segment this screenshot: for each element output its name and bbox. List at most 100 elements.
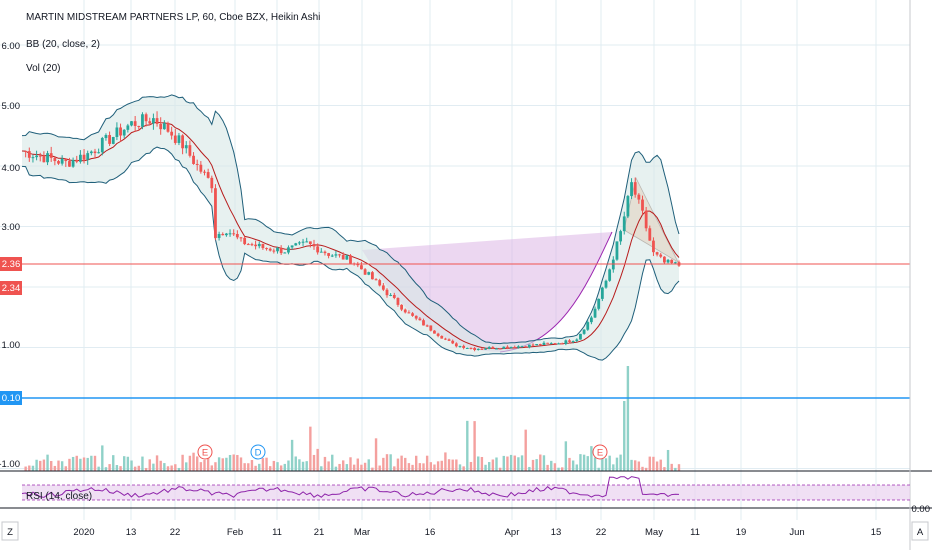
volume-bar bbox=[272, 460, 276, 471]
volume-bar bbox=[404, 457, 407, 471]
candle-body bbox=[560, 343, 564, 345]
candle-body bbox=[290, 245, 294, 248]
volume-bar bbox=[170, 465, 173, 471]
volume-bar bbox=[68, 458, 71, 471]
candle-body bbox=[97, 152, 101, 154]
candle-body bbox=[53, 157, 57, 162]
volume-bar bbox=[236, 454, 239, 471]
rsi-line bbox=[21, 476, 680, 498]
volume-bar bbox=[123, 456, 126, 471]
candle-body bbox=[316, 246, 320, 253]
candle-body bbox=[305, 241, 309, 243]
time-tick: 11 bbox=[272, 527, 282, 538]
price-axis[interactable]: 6.00 5.00 4.00 3.00 1.00 -1.00 2.36 2.34 0.10 0.0… bbox=[0, 41, 930, 515]
candle-body bbox=[195, 163, 199, 165]
candle-body bbox=[571, 340, 575, 342]
volume-bar bbox=[331, 454, 334, 471]
candle-body bbox=[166, 123, 170, 132]
candle-body bbox=[553, 343, 557, 345]
volume-bar bbox=[312, 454, 316, 471]
time-axis[interactable]: 2020 13 22 Feb 11 21 Mar 16 Apr 13 22 May 11 19 Jun 15 bbox=[73, 527, 881, 538]
candle-body bbox=[575, 339, 579, 341]
candle-body bbox=[484, 348, 487, 350]
candle-body bbox=[655, 252, 659, 255]
volume-bar bbox=[360, 464, 363, 471]
indicator-vol[interactable]: Vol (20) bbox=[26, 63, 60, 74]
candle-body bbox=[465, 347, 469, 349]
volume-bar bbox=[228, 454, 232, 471]
time-tick: 16 bbox=[425, 527, 436, 538]
volume-bar bbox=[203, 459, 206, 471]
time-tick: 21 bbox=[314, 527, 325, 538]
volume-bar bbox=[666, 449, 670, 471]
candle-body bbox=[604, 280, 608, 288]
volume-bar bbox=[64, 466, 67, 471]
volume-bar bbox=[670, 463, 673, 471]
event-marker-circle bbox=[197, 444, 213, 460]
candle-body bbox=[338, 254, 341, 256]
volume-bar bbox=[283, 463, 286, 471]
volume-bar bbox=[42, 459, 46, 471]
volume-bar bbox=[652, 456, 655, 471]
candle-body bbox=[323, 251, 327, 254]
volume-bar bbox=[433, 464, 436, 471]
candle-body bbox=[542, 342, 546, 345]
auto-scale-button[interactable]: A bbox=[911, 521, 929, 541]
candle-body bbox=[64, 158, 68, 162]
candle-body bbox=[122, 129, 126, 136]
volume-bar bbox=[53, 465, 57, 471]
candle-body bbox=[396, 297, 400, 305]
event-marker-label: E bbox=[597, 448, 603, 459]
bollinger-upper bbox=[21, 94, 680, 345]
volume-bar bbox=[626, 366, 630, 471]
candle-body bbox=[564, 340, 568, 345]
volume-bar bbox=[502, 455, 505, 471]
candle-body bbox=[137, 125, 141, 127]
candle-body bbox=[593, 308, 597, 318]
volume-bar bbox=[79, 458, 82, 471]
candle-body bbox=[597, 298, 601, 309]
volume-bar bbox=[338, 463, 341, 471]
volume-bar bbox=[119, 466, 122, 471]
zoom-button[interactable]: Z bbox=[1, 521, 19, 541]
candle-body bbox=[546, 342, 549, 344]
candle-body bbox=[24, 150, 28, 152]
volume-bar bbox=[363, 462, 367, 471]
candle-body bbox=[458, 345, 462, 347]
volume-bar bbox=[28, 465, 31, 471]
volume-bar bbox=[294, 456, 297, 471]
candle-body bbox=[454, 343, 458, 347]
volume-bar bbox=[323, 456, 327, 471]
volume-bar bbox=[152, 463, 155, 471]
volume-bar bbox=[637, 461, 641, 471]
rsi-axis-label: 0.00 bbox=[912, 504, 931, 515]
price-tick: 5.00 bbox=[2, 101, 21, 112]
time-tick: 13 bbox=[551, 527, 562, 538]
candle-body bbox=[254, 244, 257, 247]
candle-body bbox=[133, 121, 137, 126]
indicator-bb[interactable]: BB (20, close, 2) bbox=[26, 39, 100, 50]
bollinger-lower bbox=[21, 146, 680, 361]
candle-body bbox=[155, 118, 159, 124]
candle-body bbox=[659, 254, 663, 257]
volume-bar bbox=[488, 462, 491, 471]
volume-bar bbox=[196, 456, 199, 471]
volume-bar bbox=[564, 441, 568, 471]
volume-bar bbox=[210, 465, 213, 471]
volume-bar bbox=[334, 466, 338, 471]
candle-body bbox=[582, 329, 586, 334]
volume-bar bbox=[634, 460, 637, 471]
volume-bar bbox=[287, 460, 290, 471]
candle-body bbox=[89, 151, 93, 154]
volume-bar bbox=[382, 457, 385, 471]
candle-body bbox=[104, 135, 108, 139]
volume-bar bbox=[356, 458, 359, 471]
candle-body bbox=[579, 333, 582, 340]
volume-bar bbox=[261, 458, 265, 471]
indicator-rsi[interactable]: RSI (14, close) bbox=[26, 491, 92, 502]
candle-body bbox=[509, 346, 513, 349]
volume-bar bbox=[101, 445, 104, 471]
candle-body bbox=[228, 233, 232, 235]
